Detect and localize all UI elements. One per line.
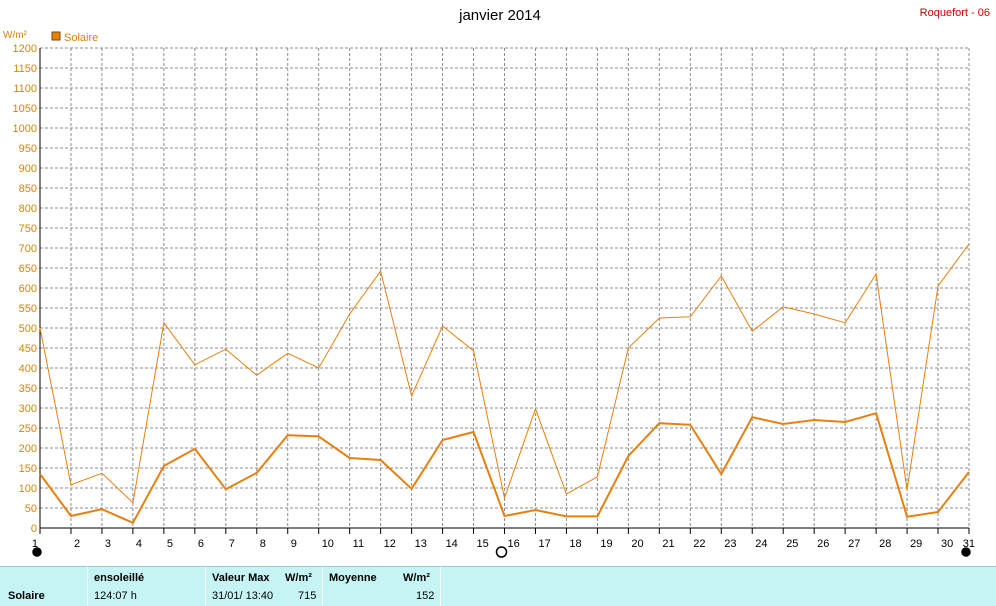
- y-tick-label: 750: [19, 223, 37, 235]
- filled-circle-marker: [961, 547, 971, 557]
- station-name: Roquefort - 06: [920, 7, 990, 19]
- y-tick-label: 1050: [13, 103, 37, 115]
- y-tick-label: 0: [31, 523, 37, 535]
- x-tick-label: 22: [693, 538, 705, 550]
- x-tick-label: 21: [662, 538, 674, 550]
- legend-swatch: [51, 31, 61, 41]
- open-circle-marker: [495, 546, 508, 558]
- y-tick-label: 250: [19, 423, 37, 435]
- series: [39, 243, 970, 525]
- x-tick-label: 13: [415, 538, 427, 550]
- x-tick-label: 17: [538, 538, 550, 550]
- x-tick-label: 24: [755, 538, 767, 550]
- max-date: 31/01/ 13:40: [212, 590, 274, 602]
- x-tick-label: 3: [105, 538, 111, 550]
- y-tick-label: 650: [19, 263, 37, 275]
- y-tick-label: 350: [19, 383, 37, 395]
- y-axis-unit: W/m²: [3, 30, 28, 41]
- axes: 0 50 100 150 200 250 300 350 400 450 500 550 600 650 7…: [13, 43, 975, 550]
- y-tick-label: 950: [19, 143, 37, 155]
- y-tick-label: 1200: [13, 43, 37, 55]
- sunshine-label: ensoleillé: [94, 572, 145, 584]
- legend-label: Solaire: [64, 32, 98, 44]
- max-unit: W/m²: [285, 572, 312, 584]
- grid: [40, 47, 970, 528]
- y-tick-label: 150: [19, 463, 37, 475]
- y-tick-label: 550: [19, 303, 37, 315]
- x-tick-label: 26: [817, 538, 829, 550]
- stats-bar: Solaire ensoleillé 124:07 h Valeur Max W…: [0, 566, 996, 606]
- y-tick-label: 500: [19, 323, 37, 335]
- x-tick-label: 30: [941, 538, 953, 550]
- y-tick-label: 800: [19, 203, 37, 215]
- y-tick-label: 200: [19, 443, 37, 455]
- mean-unit: W/m²: [403, 572, 430, 584]
- y-tick-label: 900: [19, 163, 37, 175]
- x-tick-label: 18: [569, 538, 581, 550]
- x-tick-label: 31: [963, 538, 975, 550]
- x-tick-label: 12: [384, 538, 396, 550]
- y-tick-label: 50: [25, 503, 37, 515]
- chart: janvier 2014 Roquefort - 06 W/m² Solaire…: [3, 7, 990, 558]
- y-tick-label: 600: [19, 283, 37, 295]
- x-tick-label: 4: [136, 538, 142, 550]
- x-tick-label: 20: [631, 538, 643, 550]
- x-tick-label: 23: [724, 538, 736, 550]
- x-tick-label: 29: [910, 538, 922, 550]
- y-tick-label: 450: [19, 343, 37, 355]
- filled-circle-marker: [32, 547, 42, 557]
- x-tick-label: 2: [74, 538, 80, 550]
- series-line-maximum: [39, 243, 970, 504]
- x-tick-label: 11: [353, 538, 364, 550]
- y-tick-label: 300: [19, 403, 37, 415]
- x-tick-label: 19: [600, 538, 612, 550]
- x-tick-label: 5: [167, 538, 173, 550]
- max-label: Valeur Max: [212, 572, 270, 584]
- stats-row-label-cell: Solaire: [0, 567, 88, 606]
- max-cell: Valeur Max W/m² 31/01/ 13:40 715: [206, 567, 323, 606]
- x-tick-label: 6: [198, 538, 204, 550]
- chart-title: janvier 2014: [458, 7, 541, 24]
- x-tick-label: 14: [446, 538, 458, 550]
- sunshine-value: 124:07 h: [94, 590, 137, 602]
- x-tick-label: 9: [291, 538, 297, 550]
- mean-value: 152: [416, 590, 435, 602]
- stats-row-label: Solaire: [8, 590, 45, 602]
- x-tick-label: 27: [848, 538, 860, 550]
- mean-label: Moyenne: [329, 572, 377, 584]
- y-tick-label: 100: [19, 483, 37, 495]
- x-tick-label: 7: [229, 538, 235, 550]
- y-tick-label: 700: [19, 243, 37, 255]
- mean-cell: Moyenne W/m² 152: [323, 567, 441, 606]
- y-tick-label: 1000: [13, 123, 37, 135]
- x-tick-label: 28: [879, 538, 891, 550]
- x-tick-label: 10: [322, 538, 334, 550]
- markers: [32, 546, 971, 558]
- y-tick-label: 1150: [13, 63, 37, 75]
- x-tick-label: 16: [508, 538, 520, 550]
- x-tick-label: 15: [477, 538, 489, 550]
- sunshine-cell: ensoleillé 124:07 h: [88, 567, 206, 606]
- y-tick-label: 1100: [13, 83, 37, 95]
- max-value: 715: [298, 590, 317, 602]
- y-tick-label: 850: [19, 183, 37, 195]
- y-tick-label: 400: [19, 363, 37, 375]
- x-tick-label: 25: [786, 538, 798, 550]
- series-line-average: [39, 411, 970, 525]
- x-tick-label: 1: [32, 538, 38, 550]
- x-tick-label: 8: [260, 538, 266, 550]
